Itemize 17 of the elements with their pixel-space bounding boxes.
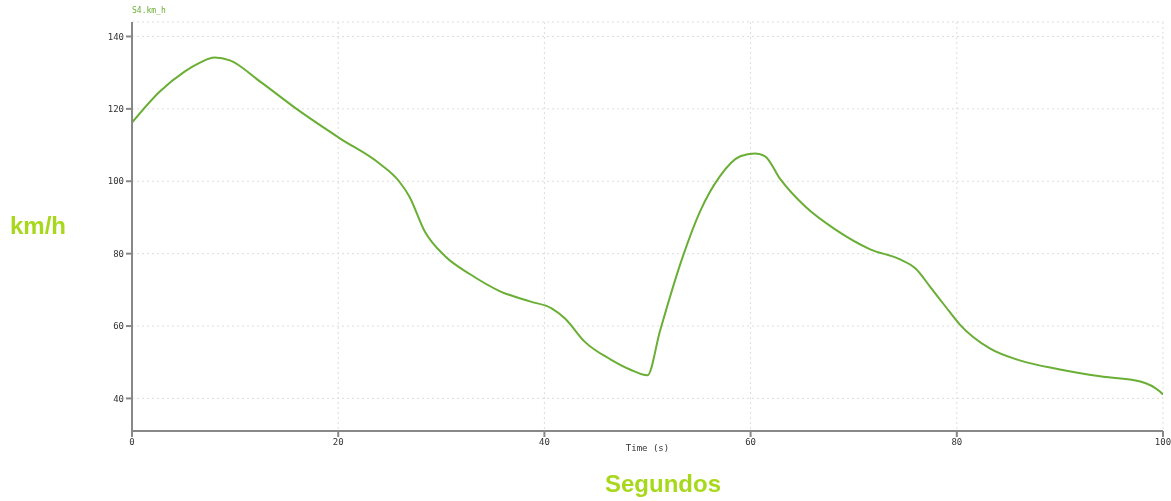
chart-title: S4.km_h — [132, 6, 166, 15]
y-tick-label: 60 — [113, 321, 124, 332]
y-tick-label: 140 — [107, 31, 124, 42]
x-tick-label: 100 — [1154, 437, 1171, 448]
x-tick-label: 80 — [951, 437, 963, 448]
y-tick-label: 100 — [107, 176, 124, 187]
y-axis-title: km/h — [10, 212, 67, 240]
x-axis-title: Time (s) — [625, 443, 670, 454]
y-tick-label: 80 — [113, 248, 124, 259]
line-series — [132, 56, 1163, 396]
x-tick-label: 60 — [745, 437, 757, 448]
x-tick-label: 40 — [538, 437, 550, 448]
x-tick-label: 20 — [332, 437, 344, 448]
y-tick-label: 120 — [107, 104, 124, 115]
y-tick-label: 40 — [113, 393, 124, 404]
x-tick-label: 0 — [129, 437, 135, 448]
text: Segundos — [604, 470, 722, 498]
